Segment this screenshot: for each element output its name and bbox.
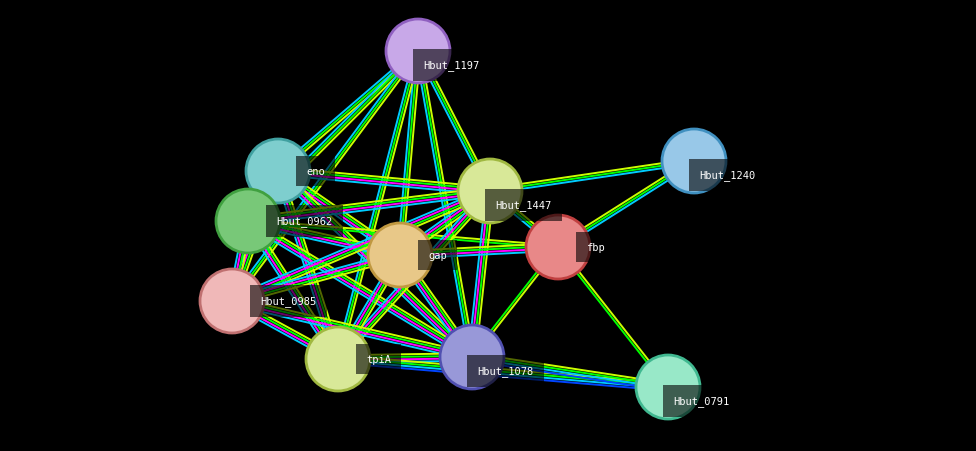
Text: tpiA: tpiA bbox=[366, 354, 391, 364]
Circle shape bbox=[200, 269, 264, 333]
Circle shape bbox=[440, 325, 504, 389]
Circle shape bbox=[636, 355, 700, 419]
Text: Hbut_0962: Hbut_0962 bbox=[276, 216, 332, 227]
Circle shape bbox=[526, 216, 590, 279]
Text: gap: gap bbox=[428, 250, 447, 260]
Text: Hbut_1240: Hbut_1240 bbox=[699, 170, 755, 181]
Circle shape bbox=[386, 20, 450, 84]
Circle shape bbox=[216, 189, 280, 253]
Text: eno: eno bbox=[306, 166, 325, 177]
Circle shape bbox=[246, 140, 310, 203]
Circle shape bbox=[368, 224, 432, 287]
Text: Hbut_0791: Hbut_0791 bbox=[673, 396, 729, 406]
Circle shape bbox=[306, 327, 370, 391]
Circle shape bbox=[458, 160, 522, 224]
Text: Hbut_1447: Hbut_1447 bbox=[495, 200, 551, 211]
Text: Hbut_1078: Hbut_1078 bbox=[477, 366, 533, 377]
Text: Hbut_0985: Hbut_0985 bbox=[260, 296, 316, 307]
Text: fbp: fbp bbox=[586, 243, 605, 253]
Circle shape bbox=[662, 130, 726, 193]
Text: Hbut_1197: Hbut_1197 bbox=[423, 60, 479, 71]
